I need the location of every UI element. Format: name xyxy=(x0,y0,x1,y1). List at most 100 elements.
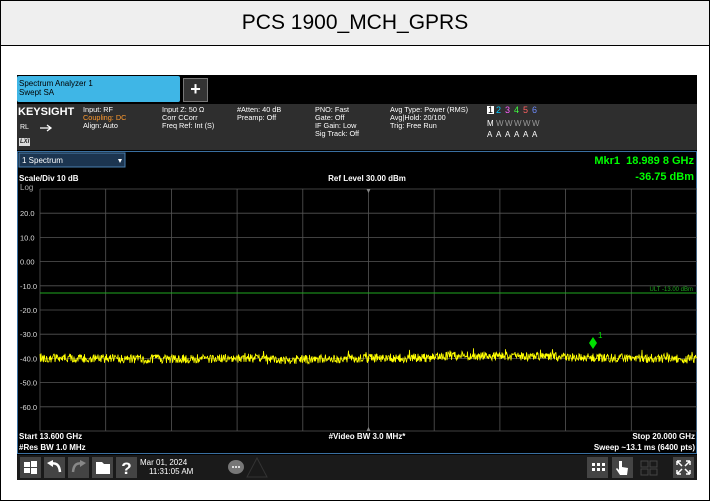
info-bar xyxy=(17,104,697,150)
tab[interactable] xyxy=(17,76,180,102)
touch-button[interactable] xyxy=(612,457,633,478)
trace-type: W xyxy=(505,119,513,128)
trace-detector: A xyxy=(487,130,493,139)
trace-detector: A xyxy=(496,130,502,139)
title: PCS 1900_MCH_GPRS xyxy=(241,11,469,34)
redo-button[interactable] xyxy=(68,457,89,478)
trace-number: 1 xyxy=(487,105,495,115)
info-text: Gate: Off xyxy=(315,113,345,122)
trace-detector: A xyxy=(505,130,511,139)
y-axis-label: -40.0 xyxy=(20,354,37,363)
undo-arrow xyxy=(47,460,53,467)
y-axis-label: 20.0 xyxy=(20,209,35,218)
trace-type: M xyxy=(487,119,494,128)
dropdown-arrow xyxy=(118,159,122,163)
message-button[interactable] xyxy=(228,460,244,474)
rl-arrow xyxy=(40,124,53,132)
analyzer-screen: Spectrum Analyzer 1 Swept SA + KEYSIGHT … xyxy=(17,75,697,480)
redo-arrow xyxy=(80,460,86,467)
button-bg xyxy=(673,457,694,478)
y-axis-label: -60.0 xyxy=(20,403,37,412)
start-freq: Start 13.600 GHz xyxy=(19,432,82,441)
time: 11:31:05 AM xyxy=(149,467,194,476)
res-bw: #Res BW 1.0 MHz xyxy=(19,443,86,452)
info-text: Coupling: DC xyxy=(83,113,127,122)
marker-diamond xyxy=(589,337,597,349)
trace-number: 2 xyxy=(496,105,502,115)
info-text: Freq Ref: Int (S) xyxy=(162,121,215,130)
help-button[interactable]: ? xyxy=(116,457,137,478)
help-icon: ? xyxy=(121,459,131,478)
marker-readout: Mkr1 18.989 8 GHz xyxy=(594,155,694,167)
file-button[interactable] xyxy=(92,457,113,478)
scale-label: Scale/Div 10 dB xyxy=(19,174,79,183)
fullscreen-button[interactable] xyxy=(673,457,694,478)
date: Mar 01, 2024 xyxy=(140,458,188,467)
warning-icon xyxy=(246,456,268,478)
y-axis-label: -30.0 xyxy=(20,330,37,339)
button-bg xyxy=(44,457,65,478)
keypad-button[interactable] xyxy=(587,457,608,478)
trace-number: 6 xyxy=(532,105,538,115)
fullscreen-icon xyxy=(676,460,691,475)
taskbar: ? Mar 01, 2024 11:31:05 AM xyxy=(17,455,697,480)
trace-number: 4 xyxy=(514,105,520,115)
info-text: PNO: Fast xyxy=(315,105,350,114)
windows-icon xyxy=(24,461,37,474)
folder-icon xyxy=(96,462,110,474)
undo-button[interactable] xyxy=(44,457,65,478)
button-bg xyxy=(68,457,89,478)
dot xyxy=(238,466,240,468)
dot xyxy=(235,466,237,468)
brand: KEYSIGHT xyxy=(18,106,75,118)
spectrum-trace xyxy=(39,348,697,365)
y-axis-label: -50.0 xyxy=(20,379,37,388)
trace-detector: A xyxy=(514,130,520,139)
video-bw: #Video BW 3.0 MHz* xyxy=(329,432,407,441)
sweep: Sweep ~13.1 ms (6400 pts) xyxy=(594,443,696,452)
tab-mode: Swept SA xyxy=(19,88,55,97)
y-axis-label: 10.0 xyxy=(20,233,35,242)
ref-level: Ref Level 30.00 dBm xyxy=(328,174,406,183)
limit-label: ULT -13.00 dBm xyxy=(650,287,693,293)
title-cell: PCS 1900_MCH_GPRS xyxy=(0,0,710,46)
stop-freq: Stop 20.000 GHz xyxy=(632,432,695,441)
info-text: Trig: Free Run xyxy=(390,121,437,130)
log-label: Log xyxy=(20,183,33,192)
trace-detector: A xyxy=(523,130,529,139)
window-name: 1 Spectrum xyxy=(22,156,63,165)
trace-type: W xyxy=(496,119,504,128)
info-text: #Atten: 40 dB xyxy=(237,105,282,114)
plot: 20.0 10.0 0.00 -10.0 -20.0 -30.0 -40.0 -50.0 -60… xyxy=(17,151,697,454)
trace-number: 5 xyxy=(523,105,529,115)
dot xyxy=(232,466,234,468)
y-axis-label: -10.0 xyxy=(20,282,37,291)
button-bg xyxy=(587,457,608,478)
info-text: Input Z: 50 Ω xyxy=(162,105,205,114)
plot-frame xyxy=(17,151,697,454)
info-text: IF Gain: Low xyxy=(315,121,357,130)
keypad-icon xyxy=(592,463,605,471)
info-text: Preamp: Off xyxy=(237,113,277,122)
info-text: Input: RF xyxy=(83,105,114,114)
window-grid-icon xyxy=(640,460,658,476)
rl-label: RL xyxy=(20,124,29,131)
y-axis-label: -20.0 xyxy=(20,306,37,315)
add-tab-button[interactable]: + xyxy=(183,78,208,102)
windows-button[interactable] xyxy=(20,457,41,478)
hand-icon xyxy=(616,461,628,475)
y-axis-label: 0.00 xyxy=(20,258,35,267)
button-bg xyxy=(20,457,41,478)
window-selector xyxy=(18,152,126,168)
button-bg xyxy=(116,457,137,478)
trace-detector: A xyxy=(532,130,538,139)
center-marker xyxy=(366,189,371,193)
marker-value: -36.75 dBm xyxy=(635,171,694,183)
info-text: Avg Type: Power (RMS) xyxy=(390,105,468,114)
info-text: Align: Auto xyxy=(83,121,118,130)
info-text: Sig Track: Off xyxy=(315,129,360,138)
trace-number: 3 xyxy=(505,105,511,115)
trace-type: W xyxy=(523,119,531,128)
info-text: Avg|Hold: 20/100 xyxy=(390,113,446,122)
